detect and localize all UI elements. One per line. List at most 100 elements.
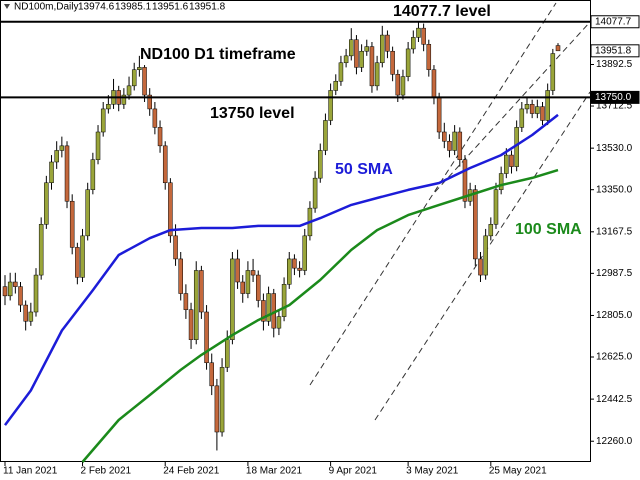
candle-body: [400, 76, 406, 96]
sma-line: [81, 168, 559, 463]
candle-body: [390, 50, 395, 75]
candle-body: [240, 281, 245, 294]
level-annotation: 14077.7 level: [393, 3, 491, 20]
header-open: 13974.6: [78, 2, 115, 13]
candle-body: [473, 189, 478, 260]
candle-body: [524, 104, 530, 110]
x-tick-label: 25 May 2021: [489, 466, 547, 477]
candle-body: [297, 267, 302, 271]
candle-body: [328, 90, 333, 121]
candle-body: [224, 339, 230, 368]
candle-body: [219, 367, 225, 433]
candle-body: [318, 150, 323, 179]
y-tick-label: 13530.0: [596, 143, 633, 154]
price-label: 13951.8: [595, 45, 632, 56]
level-annotation: 13750 level: [210, 105, 295, 122]
header-close: 13951.8: [189, 2, 226, 13]
candle-body: [354, 39, 359, 68]
plot-frame: [0, 0, 591, 462]
candle-body: [364, 46, 370, 52]
candle-body: [49, 161, 54, 184]
candle-body: [452, 131, 457, 151]
candle-body: [235, 258, 240, 283]
candle-body: [555, 45, 561, 52]
candle-body: [281, 284, 287, 317]
x-tick-label: 24 Feb 2021: [163, 466, 220, 477]
y-tick-label: 13350.0: [596, 184, 633, 195]
plot: [2, 21, 561, 451]
candle-body: [131, 69, 137, 87]
header-icon: [4, 4, 10, 9]
candle-body: [395, 74, 401, 96]
candle-body: [292, 258, 297, 269]
candle-body: [193, 270, 199, 340]
sma-line: [3, 113, 559, 426]
candle-body: [529, 104, 535, 114]
y-tick-label: 12442.5: [596, 394, 633, 405]
trend-line: [434, 21, 591, 193]
candle-body: [178, 258, 183, 294]
candle-body: [28, 311, 34, 322]
candle-body: [230, 258, 235, 340]
candle-body: [106, 104, 111, 110]
candle-body: [550, 53, 556, 91]
candle-body: [302, 235, 308, 271]
candle-body: [54, 150, 59, 163]
candle-body: [493, 189, 499, 225]
candle-body: [385, 34, 390, 52]
candle-body: [142, 67, 147, 96]
candle-body: [545, 90, 550, 121]
candle-body: [126, 85, 132, 96]
candle-body: [359, 50, 364, 68]
candle-body: [64, 145, 70, 202]
candle-body: [209, 362, 214, 387]
candle-body: [90, 159, 96, 190]
x-tick-label: 11 Jan 2021: [3, 466, 58, 477]
y-tick-label: 12987.5: [596, 268, 633, 279]
candle-body: [44, 182, 49, 225]
candle-body: [369, 46, 375, 87]
candle-body: [462, 159, 468, 202]
candle-body: [152, 108, 158, 128]
candle-body: [421, 27, 426, 45]
y-tick-label: 13712.5: [596, 101, 633, 112]
candle-body: [18, 286, 23, 306]
candle-body: [255, 274, 261, 301]
y-tick-label: 12625.0: [596, 352, 633, 363]
y-tick-label: 12805.0: [596, 310, 633, 321]
header-high: 13985.1: [115, 2, 152, 13]
candle-body: [535, 106, 540, 114]
level-axis-label: 14077.7: [595, 16, 632, 27]
candle-body: [38, 224, 44, 276]
candle-body: [69, 200, 75, 248]
candle-body: [504, 154, 509, 174]
candle-body: [483, 235, 488, 276]
candle-body: [261, 300, 266, 322]
candle-body: [343, 55, 349, 64]
candle-body: [204, 311, 209, 364]
candle-body: [7, 281, 13, 297]
candle-body: [436, 97, 442, 133]
candle-body: [488, 224, 494, 237]
candle-body: [183, 293, 189, 310]
trend-line: [374, 91, 591, 421]
candle-body: [405, 48, 411, 77]
candle-body: [442, 131, 447, 142]
header-symbol: ND100m,Daily: [14, 2, 78, 13]
candle-body: [416, 27, 421, 38]
y-tick-label: 12260.0: [596, 436, 633, 447]
candle-body: [323, 120, 328, 151]
x-tick-label: 3 May 2021: [406, 466, 459, 477]
candle-body: [162, 145, 168, 184]
candle-body: [168, 182, 173, 237]
candle-body: [157, 127, 163, 147]
candle-body: [312, 177, 318, 209]
candle-body: [214, 385, 220, 433]
candle-body: [411, 37, 416, 50]
y-tick-label: 13892.5: [596, 59, 633, 70]
header-low: 13951.6: [152, 2, 189, 13]
candle-body: [33, 274, 39, 313]
x-tick-label: 18 Mar 2021: [246, 466, 303, 477]
